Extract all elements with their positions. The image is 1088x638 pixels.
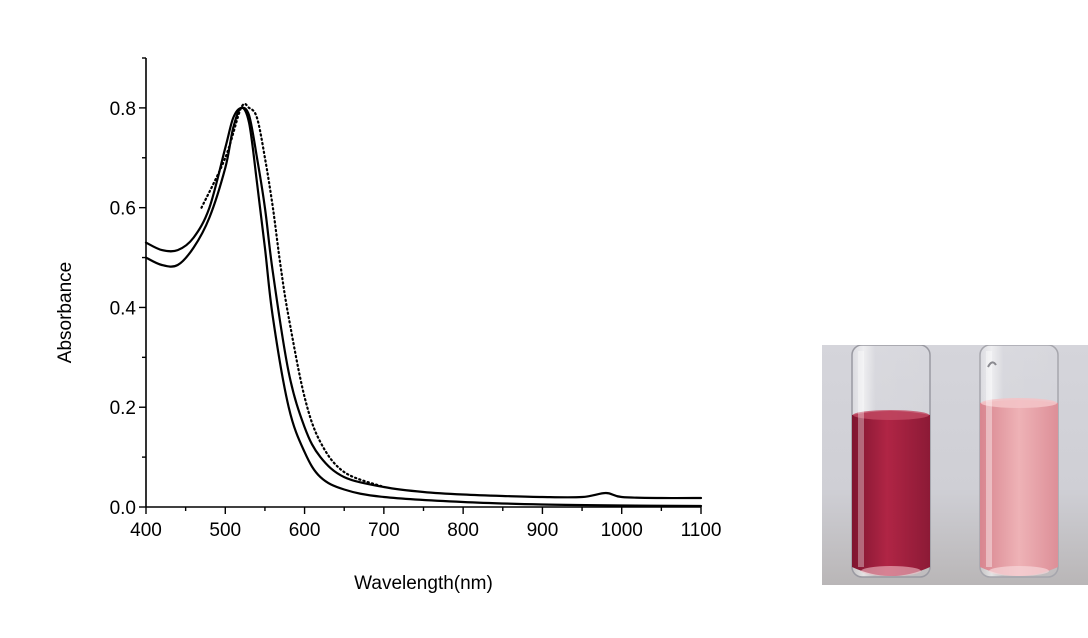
y-axis-title: Absorbance: [55, 262, 76, 363]
x-tick-label: 500: [209, 520, 241, 541]
series-line-3: [200, 102, 385, 489]
chart-axes: 400 500 600 700 800 900 1000 1100 0.0 0.2 0.4 0.6 0.…: [110, 57, 722, 541]
x-tick-label: 1000: [601, 520, 643, 541]
y-tick-label: 0.0: [110, 498, 136, 519]
x-tick-label: 800: [447, 520, 479, 541]
x-tick-label: 400: [130, 520, 162, 541]
absorbance-chart: 400 500 600 700 800 900 1000 1100 0.0 0.2 0.4 0.6 0.…: [55, 57, 722, 594]
x-tick-label: 1100: [681, 520, 722, 541]
y-tick-label: 0.2: [110, 398, 136, 419]
y-tick-label: 0.4: [110, 298, 137, 319]
chart-series: [144, 102, 703, 508]
x-tick-label: 900: [527, 520, 559, 541]
y-tick-label: 0.6: [110, 199, 136, 220]
left-vial: [851, 345, 931, 578]
y-tick-label: 0.8: [110, 99, 136, 120]
cuvette-photo: [822, 345, 1088, 585]
right-vial-solution: [980, 400, 1058, 576]
right-vial: [979, 345, 1059, 578]
x-tick-label: 600: [289, 520, 321, 541]
left-vial-solution: [852, 411, 930, 576]
x-axis-title: Wavelength(nm): [354, 573, 493, 594]
series-line-1: [144, 106, 703, 500]
x-tick-label: 700: [368, 520, 400, 541]
series-line-2: [144, 106, 703, 508]
